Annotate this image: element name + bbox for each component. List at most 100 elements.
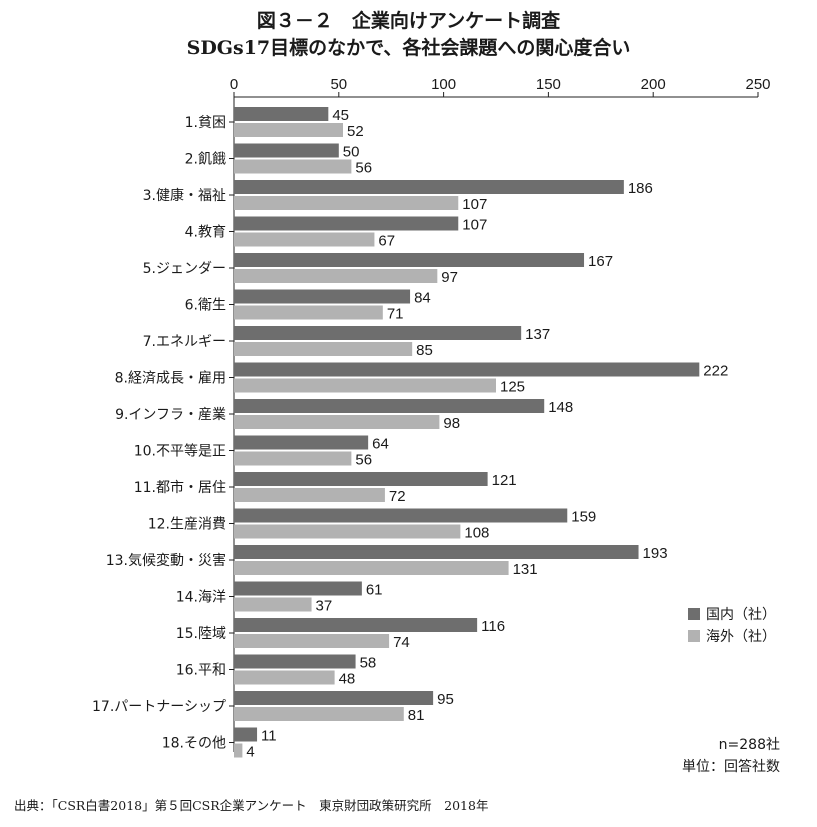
data-label: 52: [347, 123, 364, 140]
category-label: 11.都市・居住: [134, 479, 226, 496]
bar-domestic: [234, 581, 362, 596]
data-label: 56: [355, 452, 372, 469]
category-label: 6.衛生: [185, 298, 226, 314]
data-label: 48: [339, 671, 356, 688]
legend-label: 国内（社）: [706, 607, 776, 623]
unit-note: 単位：回答社数: [682, 758, 780, 775]
chart-subtitle: SDGs17目標のなかで、各社会課題への関心度合い: [186, 37, 631, 59]
category-label: 3.健康・福祉: [143, 187, 226, 204]
data-label: 45: [332, 107, 349, 124]
bar-overseas: [234, 597, 312, 612]
data-label: 50: [343, 144, 360, 161]
bar-overseas: [234, 524, 461, 539]
x-tick-label: 200: [641, 76, 666, 93]
bar-overseas: [234, 232, 375, 247]
data-label: 95: [437, 691, 454, 708]
bar-domestic: [234, 107, 329, 121]
bar-overseas: [234, 269, 438, 283]
category-label: 17.パートナーシップ: [92, 699, 226, 715]
category-label: 2.飢餓: [185, 151, 226, 168]
category-label: 9.インフラ・産業: [115, 407, 226, 423]
category-label: 8.経済成長・雇用: [115, 370, 226, 387]
data-label: 67: [378, 233, 395, 250]
x-tick-label: 150: [536, 76, 561, 93]
bar-overseas: [234, 561, 509, 575]
data-label: 11: [261, 728, 277, 745]
bar-domestic: [234, 326, 522, 340]
data-label: 167: [588, 253, 613, 270]
category-label: 15.陸域: [176, 626, 226, 642]
x-tick-label: 100: [431, 76, 456, 93]
bar-domestic: [234, 435, 369, 450]
category-label: 12.生産消費: [148, 517, 226, 533]
data-label: 74: [393, 634, 410, 651]
data-label: 148: [548, 399, 573, 416]
data-label: 97: [441, 269, 458, 286]
data-label: 71: [387, 306, 404, 323]
data-label: 137: [525, 326, 550, 343]
data-label: 159: [571, 509, 596, 526]
bar-overseas: [234, 159, 352, 174]
data-label: 108: [464, 525, 489, 542]
data-label: 4: [246, 744, 254, 761]
data-label: 193: [643, 545, 668, 562]
bar-domestic: [234, 399, 545, 413]
data-label: 85: [416, 342, 433, 359]
bar-domestic: [234, 180, 624, 194]
bar-domestic: [234, 545, 639, 559]
bar-overseas: [234, 743, 243, 758]
data-label: 61: [366, 582, 383, 599]
x-tick-label: 50: [330, 76, 347, 93]
bar-overseas: [234, 415, 440, 429]
chart-title: 図３－２ 企業向けアンケート調査: [256, 10, 561, 32]
bar-domestic: [234, 508, 568, 523]
bar-domestic: [234, 216, 459, 231]
bar-overseas: [234, 488, 385, 502]
bar-overseas: [234, 123, 343, 137]
data-label: 186: [628, 180, 653, 197]
data-label: 222: [703, 363, 728, 380]
data-label: 84: [414, 290, 431, 307]
data-label: 72: [389, 488, 406, 505]
bar-domestic: [234, 143, 339, 158]
category-label: 10.不平等是正: [134, 443, 226, 460]
bar-overseas: [234, 634, 390, 648]
bar-domestic: [234, 472, 488, 486]
category-label: 16.平和: [176, 663, 226, 679]
category-label: 4.教育: [185, 225, 226, 241]
bar-overseas: [234, 378, 496, 393]
data-label: 64: [372, 436, 389, 453]
bar-domestic: [234, 654, 356, 669]
bar-overseas: [234, 305, 383, 320]
data-label: 107: [462, 217, 487, 234]
bar-overseas: [234, 707, 404, 721]
data-label: 58: [360, 655, 377, 672]
bar-domestic: [234, 289, 411, 304]
x-tick-label: 250: [745, 76, 770, 93]
bar-domestic: [234, 362, 700, 377]
legend-swatch: [688, 608, 700, 620]
category-label: 7.エネルギー: [143, 334, 226, 350]
category-label: 5.ジェンダー: [143, 261, 226, 277]
data-label: 37: [316, 598, 333, 615]
data-label: 125: [500, 379, 525, 396]
bar-overseas: [234, 670, 335, 685]
bar-domestic: [234, 253, 585, 267]
data-label: 131: [513, 561, 538, 578]
category-label: 18.その他: [162, 736, 226, 752]
data-label: 98: [443, 415, 460, 432]
data-label: 116: [481, 618, 505, 635]
legend-label: 海外（社）: [706, 629, 776, 645]
data-label: 121: [492, 472, 517, 489]
data-label: 107: [462, 196, 487, 213]
category-label: 1.貧困: [185, 115, 226, 131]
sample-size-note: n=288社: [719, 737, 780, 753]
source-note: 出典：「CSR白書2018」第５回CSR企業アンケート 東京財団政策研究所 20…: [14, 798, 489, 813]
data-label: 81: [408, 707, 425, 724]
bar-overseas: [234, 342, 413, 356]
bar-domestic: [234, 691, 434, 705]
bar-overseas: [234, 196, 459, 210]
data-label: 56: [355, 160, 372, 177]
x-tick-label: 0: [230, 76, 238, 93]
